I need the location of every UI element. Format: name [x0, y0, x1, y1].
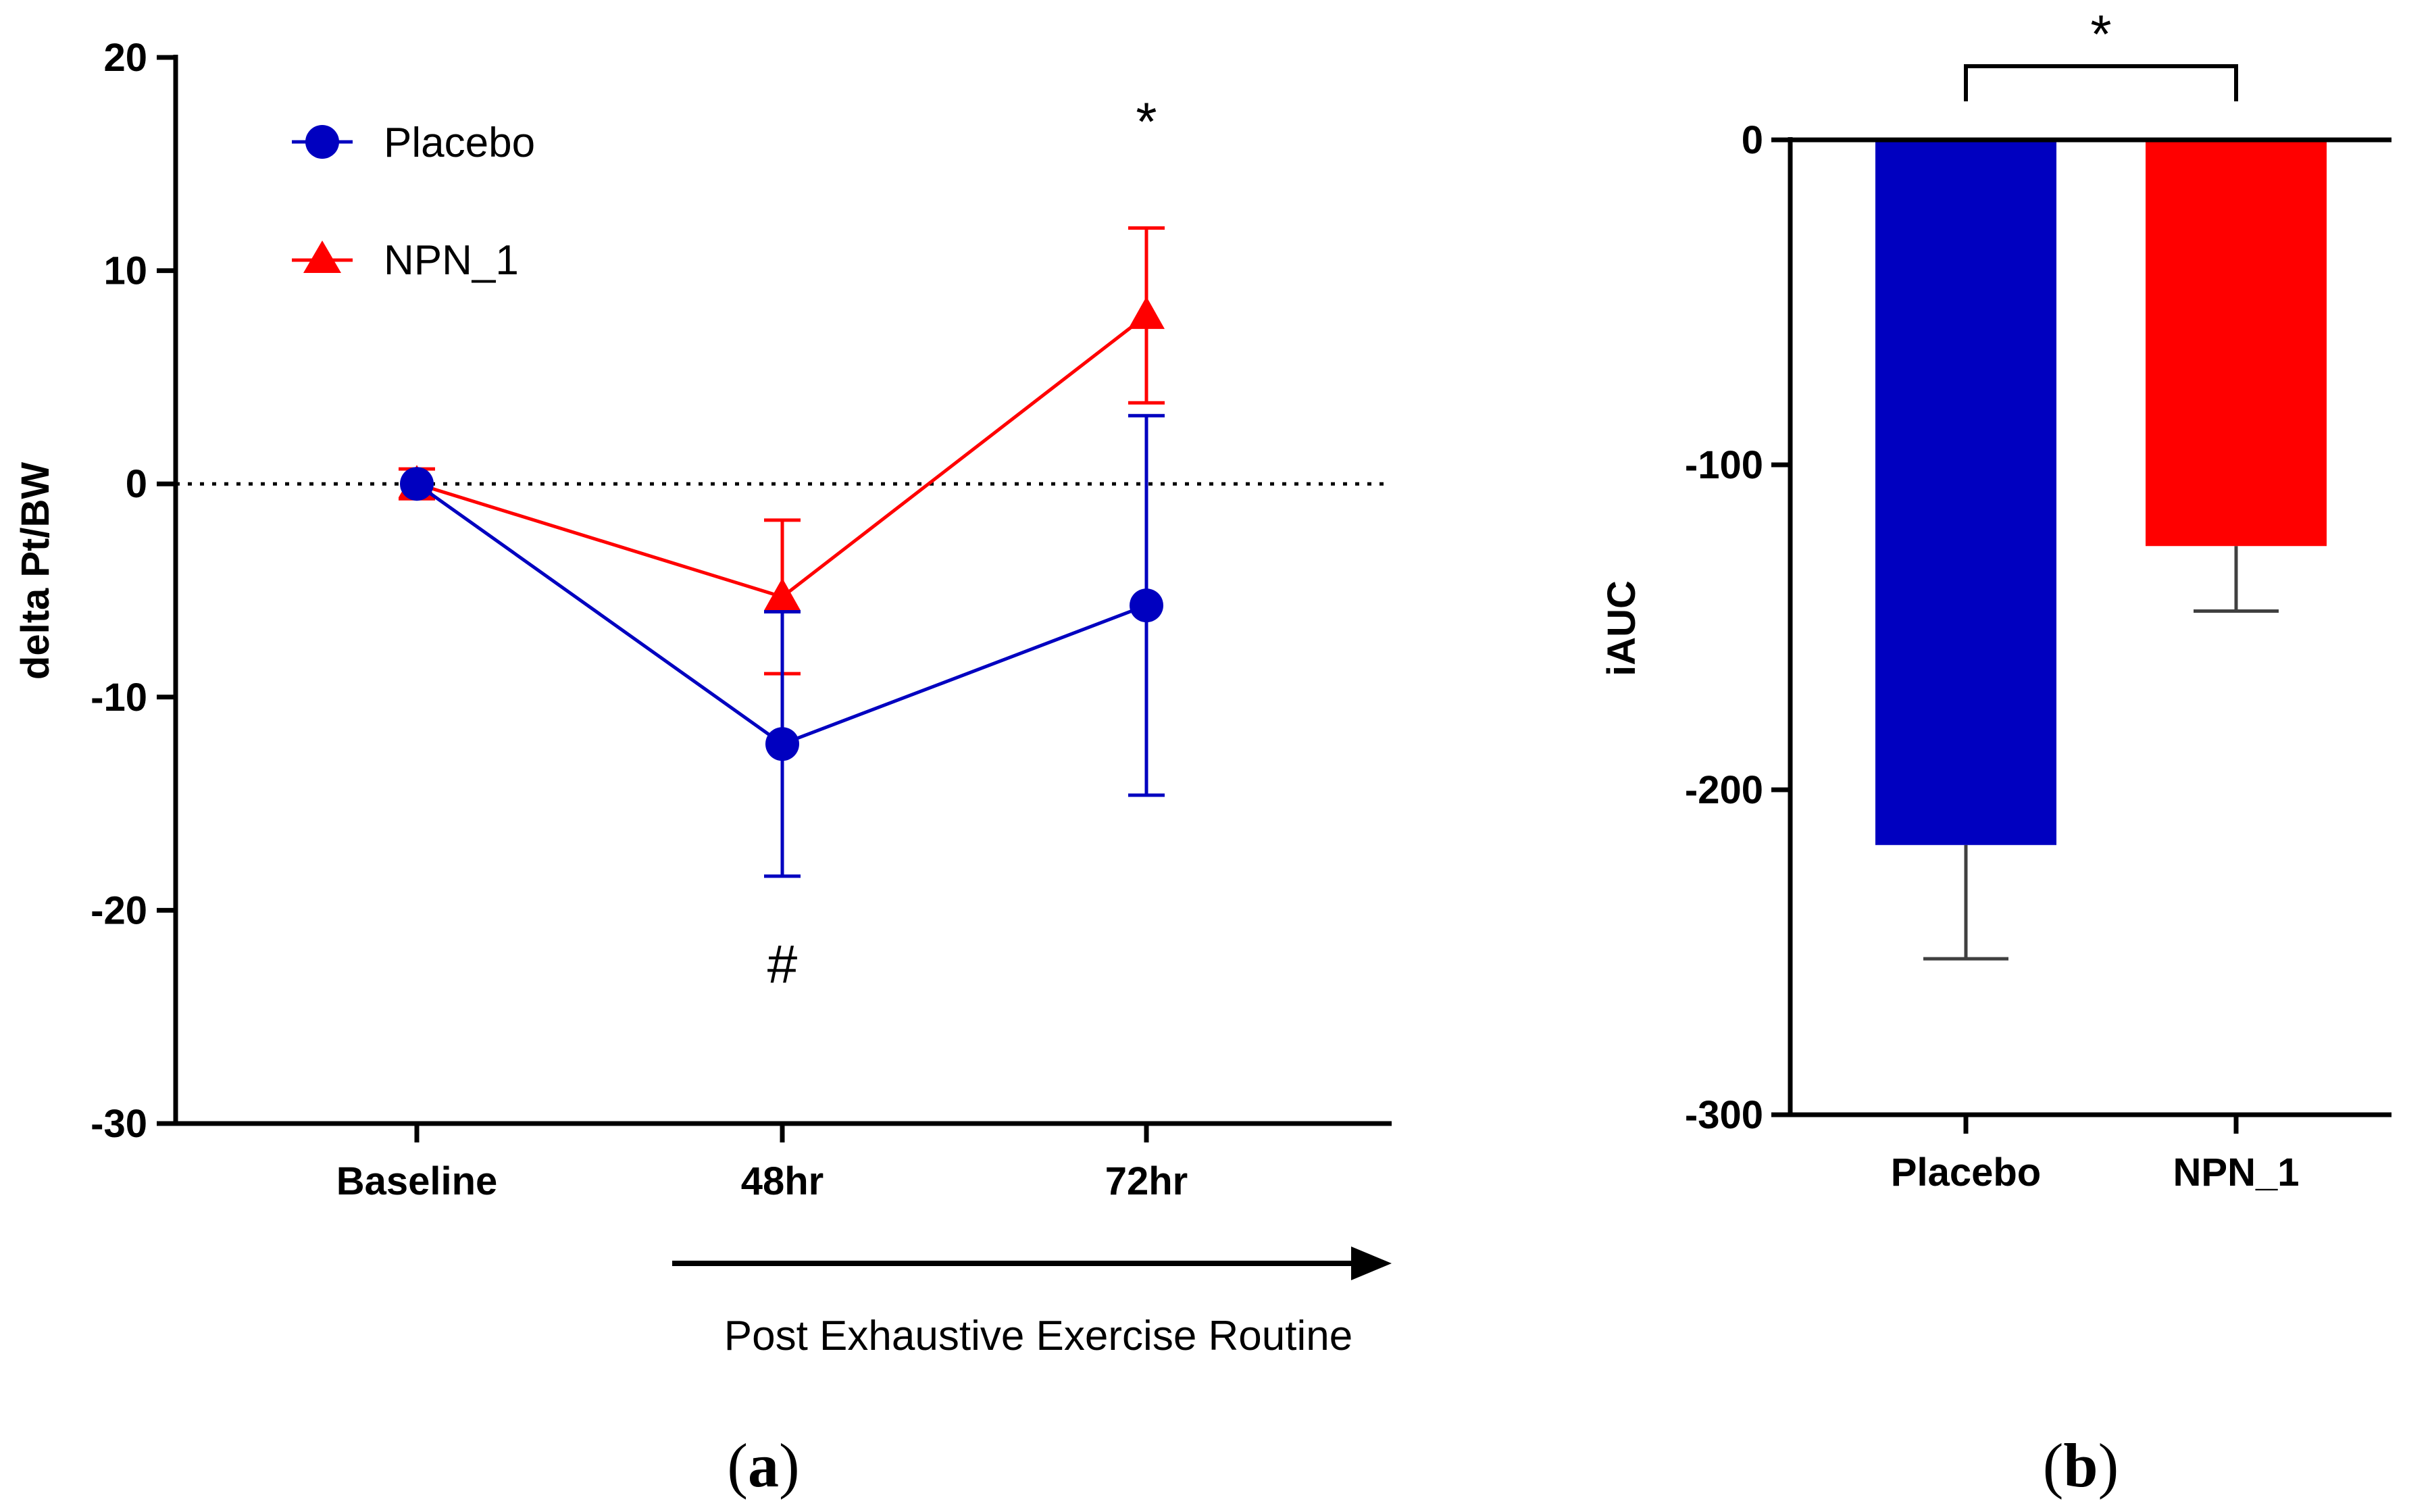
panel-a-y-tick-label: 0	[126, 462, 147, 506]
panel-a-y-axis-label: delta Pt/BW	[14, 462, 57, 680]
panel-b-bar-placebo	[1875, 140, 2056, 845]
legend-placebo-marker	[305, 125, 339, 159]
legend-npn-marker	[303, 241, 341, 273]
panel-b-letter: b	[2063, 1431, 2098, 1500]
series-placebo-point	[400, 467, 434, 501]
panel-a-letter: a	[748, 1431, 779, 1500]
panel-a-x-tick-label: Baseline	[336, 1159, 498, 1203]
panel-b-y-axis-label: iAUC	[1600, 580, 1644, 676]
panel-a-x-tick-label: 48hr	[741, 1159, 824, 1203]
panel-b-y-tick-label: -200	[1685, 768, 1763, 812]
panel-a-annotation-asterisk: *	[1136, 92, 1157, 152]
panel-b-significance-bracket	[1964, 64, 2238, 101]
series-placebo-point	[765, 727, 799, 761]
panel-a-legend: Placebo NPN_1	[292, 120, 535, 284]
panel-a-y-tick-label: 10	[103, 249, 147, 293]
series-placebo-point	[1130, 588, 1163, 623]
panel-a-line-chart: 20 10 0 -10 -20 -30 Baseline 48hr 72hr * # delta…	[14, 36, 1392, 1500]
panel-b-bar-chart: 0 -100 -200 -300 Placebo NPN_1 * iAUC (b)	[1600, 4, 2391, 1500]
panel-a-y-tick-label: -20	[91, 888, 147, 932]
series-npn-point	[1128, 296, 1165, 329]
panel-b-x-tick-label: Placebo	[1891, 1151, 2041, 1194]
legend-npn-label: NPN_1	[384, 237, 519, 284]
panel-a-x-tick-label: 72hr	[1105, 1159, 1188, 1203]
panel-a-y-tick-label: 20	[103, 36, 147, 80]
timeline-arrow	[672, 1246, 1392, 1280]
series-npn-point	[764, 578, 801, 611]
panel-b-bar-npn	[2146, 140, 2327, 547]
panel-b-y-tick-label: -300	[1685, 1093, 1763, 1137]
panel-b-y-tick-label: 0	[1742, 118, 1763, 162]
panel-b-significance-asterisk: *	[2090, 4, 2111, 64]
panel-b-label: (b)	[2043, 1431, 2119, 1500]
panel-b-x-tick-label: NPN_1	[2173, 1151, 2300, 1194]
panel-a-y-tick-label: -10	[91, 676, 147, 720]
panel-a-label: (a)	[727, 1431, 799, 1500]
legend-placebo-label: Placebo	[384, 120, 535, 166]
panel-a-y-tick-label: -30	[91, 1102, 147, 1146]
panel-a-x-axis-label: Post Exhaustive Exercise Routine	[724, 1313, 1352, 1359]
panel-a-annotation-hash: #	[767, 934, 798, 994]
timeline-arrow-head	[1351, 1246, 1392, 1280]
panel-b-y-tick-label: -100	[1685, 443, 1763, 487]
